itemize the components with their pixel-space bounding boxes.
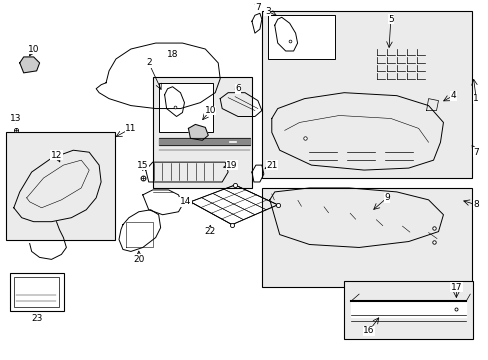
Text: 17: 17 bbox=[449, 283, 461, 292]
Polygon shape bbox=[158, 138, 249, 145]
Bar bbox=[267, 15, 335, 59]
Text: 20: 20 bbox=[133, 255, 144, 264]
Bar bbox=[10, 273, 64, 311]
Text: 5: 5 bbox=[387, 15, 393, 24]
Text: 6: 6 bbox=[235, 84, 241, 93]
Text: 22: 22 bbox=[204, 227, 215, 236]
Text: 12: 12 bbox=[51, 151, 62, 160]
Text: 21: 21 bbox=[265, 161, 277, 170]
Bar bbox=[344, 281, 472, 339]
Text: 11: 11 bbox=[125, 124, 136, 133]
Text: 15: 15 bbox=[137, 161, 148, 170]
Text: 13: 13 bbox=[10, 114, 21, 123]
Text: 8: 8 bbox=[472, 200, 478, 209]
Text: 14: 14 bbox=[180, 197, 191, 206]
Text: 10: 10 bbox=[28, 45, 40, 54]
Text: 7: 7 bbox=[472, 148, 478, 157]
Bar bbox=[262, 188, 471, 287]
Text: 19: 19 bbox=[226, 161, 237, 170]
Text: 23: 23 bbox=[31, 314, 42, 323]
Text: 16: 16 bbox=[363, 326, 374, 335]
Polygon shape bbox=[350, 301, 466, 317]
Bar bbox=[152, 77, 251, 188]
Text: 9: 9 bbox=[383, 193, 389, 202]
Bar bbox=[6, 132, 115, 239]
Text: 10: 10 bbox=[204, 106, 216, 115]
Text: 2: 2 bbox=[145, 58, 151, 67]
Text: 3: 3 bbox=[264, 7, 270, 16]
Text: 7: 7 bbox=[255, 3, 260, 12]
Text: 1: 1 bbox=[472, 94, 478, 103]
Text: 4: 4 bbox=[449, 91, 455, 100]
Bar bbox=[158, 83, 213, 132]
Text: 18: 18 bbox=[166, 50, 178, 59]
Bar bbox=[14, 277, 60, 307]
Bar bbox=[262, 11, 471, 178]
Polygon shape bbox=[20, 57, 40, 73]
Polygon shape bbox=[188, 125, 208, 140]
